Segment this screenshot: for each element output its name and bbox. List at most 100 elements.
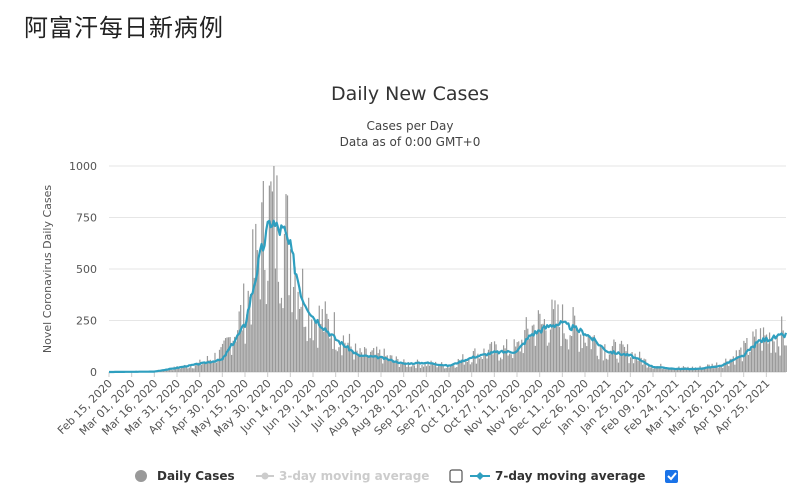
daily-cases-bar (626, 344, 629, 372)
daily-cases-bar (419, 367, 422, 372)
daily-cases-bar (261, 202, 263, 372)
daily-cases-bar (265, 304, 267, 372)
daily-cases-bar (569, 335, 571, 372)
daily-cases-bar (731, 358, 733, 372)
daily-cases-bar (759, 328, 762, 372)
daily-cases-bar (344, 342, 346, 372)
daily-cases-bar (404, 362, 406, 372)
daily-cases-bar (722, 367, 724, 372)
daily-cases-bar (784, 345, 786, 372)
daily-cases-bar (237, 330, 239, 372)
daily-cases-bar (592, 336, 594, 372)
daily-cases-bar (466, 361, 468, 372)
daily-cases-bar (270, 181, 272, 372)
daily-cases-bar (752, 331, 754, 372)
daily-cases-bar (468, 358, 470, 372)
daily-cases-bar (215, 362, 218, 372)
daily-cases-bar (560, 346, 562, 372)
legend-marker-3-day-dot (261, 472, 269, 480)
daily-cases-bar (590, 349, 592, 372)
daily-cases-bar (433, 365, 435, 372)
daily-cases-bar (302, 268, 304, 372)
daily-cases-bar (628, 363, 630, 372)
daily-cases-bar (282, 308, 284, 372)
daily-cases-bar (737, 356, 739, 372)
daily-cases-bar (229, 337, 231, 372)
daily-cases-bar (389, 355, 391, 372)
daily-cases-bar (197, 362, 199, 372)
checkbox-3-day[interactable] (449, 469, 463, 483)
daily-cases-bar (435, 361, 437, 372)
daily-cases-bar (513, 339, 515, 372)
daily-cases-bar (247, 290, 249, 372)
daily-cases-bar (164, 370, 166, 372)
daily-cases-bar (554, 300, 556, 372)
daily-cases-bar (575, 325, 577, 372)
legend-marker-daily-cases[interactable] (135, 470, 147, 482)
daily-cases-bar (292, 286, 295, 372)
daily-cases-bar (599, 344, 601, 372)
daily-cases-bar (463, 364, 465, 372)
daily-cases-bar (756, 343, 759, 372)
daily-cases-bar (571, 336, 573, 372)
daily-cases-bar (489, 343, 491, 372)
daily-cases-bar (382, 363, 384, 372)
daily-cases-bar (227, 337, 230, 372)
daily-cases-bar (438, 366, 440, 372)
daily-cases-bar (475, 363, 478, 372)
daily-cases-bar (392, 359, 394, 372)
daily-cases-bar (315, 323, 317, 372)
daily-cases-bar (604, 344, 606, 372)
daily-cases-bar (394, 361, 396, 372)
daily-cases-bar (483, 348, 485, 372)
daily-cases-bar (651, 366, 653, 372)
daily-cases-bar (424, 362, 426, 372)
daily-cases-bar (619, 343, 621, 372)
daily-cases-bar (543, 319, 546, 372)
daily-cases-bar (761, 350, 763, 372)
daily-cases-bar (593, 335, 595, 372)
daily-cases-bar (586, 346, 588, 372)
daily-cases-bar (629, 357, 632, 372)
daily-cases-bar (574, 315, 576, 372)
daily-cases-bar (782, 330, 784, 372)
daily-cases-bar (657, 366, 659, 372)
daily-cases-bar (770, 352, 772, 372)
daily-cases-bar (320, 323, 322, 372)
daily-cases-bar (546, 345, 549, 372)
daily-cases-bar (442, 364, 444, 372)
daily-cases-bar (308, 297, 310, 372)
daily-cases-bar (383, 348, 385, 372)
checkbox-7-day[interactable] (665, 470, 678, 483)
daily-cases-bar (539, 313, 541, 372)
daily-cases-bar (255, 223, 257, 372)
daily-cases-bar (462, 354, 464, 372)
daily-cases-bar (676, 368, 678, 372)
daily-cases-bar (339, 343, 342, 372)
daily-cases-bar (669, 368, 671, 372)
daily-cases-bar (747, 354, 750, 372)
daily-cases-bar (740, 347, 742, 372)
daily-cases-bar (746, 338, 748, 372)
daily-cases-bar (359, 348, 361, 372)
daily-cases-bar (295, 319, 298, 372)
daily-cases-bar (755, 329, 757, 372)
daily-cases-bar (324, 301, 326, 372)
daily-cases-bar (386, 355, 388, 372)
daily-cases-bar (486, 358, 488, 372)
daily-cases-bar (484, 353, 487, 372)
daily-cases-bar (521, 339, 523, 372)
daily-cases-bar (380, 356, 382, 372)
daily-cases-bar (226, 337, 228, 372)
daily-cases-bar (577, 329, 579, 372)
daily-cases-bar (652, 368, 654, 372)
daily-cases-bar (768, 332, 771, 372)
daily-cases-bar (661, 369, 663, 372)
daily-cases-bar (616, 358, 618, 372)
daily-cases-bar (321, 309, 323, 372)
daily-cases-bar (670, 369, 672, 372)
daily-cases-bar (335, 349, 337, 372)
y-axis-label: Novel Coronavirus Daily Cases (41, 185, 54, 353)
daily-cases-bar (371, 350, 373, 372)
daily-cases-bar (276, 175, 278, 372)
